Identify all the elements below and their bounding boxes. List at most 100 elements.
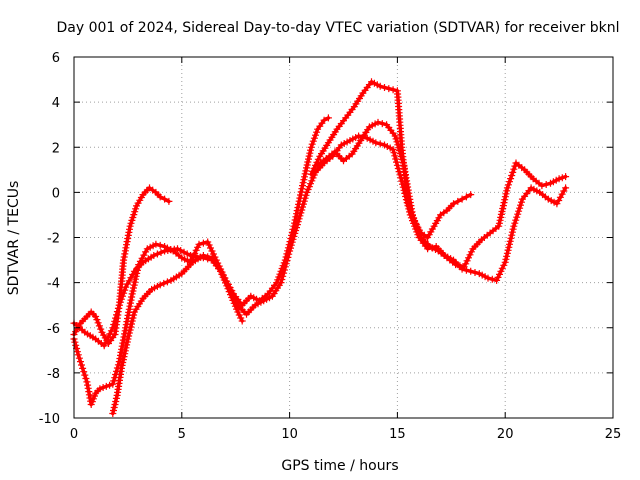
data-point-marker (92, 313, 100, 320)
data-point-marker (538, 182, 546, 190)
data-point-marker (503, 184, 511, 192)
sample-marker (398, 155, 406, 163)
x-axis-title: GPS time / hours (281, 458, 398, 474)
data-point-marker (385, 85, 393, 93)
data-point-marker (450, 200, 457, 208)
sample-marker (130, 311, 138, 319)
sample-marker (113, 308, 121, 316)
y-tick-label: 2 (52, 141, 60, 156)
sample-marker (314, 155, 322, 163)
data-point-marker (389, 146, 397, 153)
sample-marker (112, 398, 120, 405)
sample-marker (121, 347, 129, 355)
data-point-marker (102, 382, 110, 390)
sample-marker (515, 207, 523, 215)
sample-marker (508, 231, 516, 239)
sample-marker (312, 131, 319, 139)
sample-marker (488, 275, 496, 283)
sample-marker (517, 201, 524, 209)
sample-marker (180, 248, 188, 256)
sample-marker (163, 278, 171, 286)
sample-marker (513, 213, 521, 221)
sample-marker (107, 327, 115, 335)
series-layer (70, 78, 570, 417)
data-point-marker (484, 274, 492, 282)
sample-marker (393, 138, 401, 146)
sample-marker (306, 149, 314, 157)
sample-marker (279, 272, 287, 280)
data-point-marker (320, 116, 328, 124)
sample-marker (75, 354, 83, 362)
sample-marker (284, 253, 292, 261)
sample-marker (140, 251, 148, 259)
sample-marker (129, 314, 137, 322)
sample-marker (160, 279, 168, 287)
series-line (72, 116, 331, 407)
data-point-marker (562, 184, 570, 192)
data-point-marker (501, 258, 509, 266)
x-tick-label: 10 (281, 427, 298, 442)
sample-marker (111, 317, 119, 325)
sample-marker (280, 269, 288, 277)
data-point-marker (493, 276, 501, 284)
sample-marker (112, 314, 120, 322)
sample-marker (309, 137, 317, 145)
sample-marker (103, 336, 111, 344)
sample-marker (77, 358, 84, 366)
sample-marker (497, 213, 505, 221)
sample-marker (293, 224, 300, 232)
sample-marker (120, 253, 128, 261)
grid-layer (74, 57, 613, 418)
y-axis-title: SDTVAR / TECUs (6, 181, 22, 296)
sample-marker (502, 255, 510, 263)
data-point-marker (74, 351, 82, 359)
data-point-marker (307, 170, 315, 178)
sample-marker (504, 181, 512, 189)
data-point-marker (117, 364, 125, 372)
sample-marker (498, 208, 506, 215)
sample-marker (102, 339, 110, 347)
sample-marker (128, 320, 135, 328)
sample-marker (127, 274, 135, 282)
x-tick-label: 25 (605, 427, 622, 442)
data-point-marker (150, 252, 158, 259)
sample-marker (465, 254, 472, 262)
sample-marker (309, 167, 317, 175)
sample-marker (112, 394, 120, 402)
sample-marker (235, 311, 243, 319)
sample-marker (463, 257, 471, 265)
data-point-marker (109, 324, 117, 332)
sample-marker (310, 164, 318, 172)
sample-marker (378, 120, 386, 128)
sample-marker (207, 244, 214, 252)
sample-marker (111, 401, 119, 408)
sample-marker (556, 193, 564, 201)
sample-marker (497, 267, 505, 275)
sample-marker (120, 289, 128, 297)
sample-marker (511, 162, 519, 170)
sample-marker (81, 371, 89, 379)
data-point-marker (100, 342, 108, 350)
x-tick-label: 15 (389, 427, 406, 442)
data-point-marker (452, 261, 460, 269)
chart-title: Day 001 of 2024, Sidereal Day-to-day VTE… (57, 20, 620, 36)
sample-marker (124, 235, 132, 242)
data-point-marker (174, 245, 181, 253)
data-point-marker (199, 252, 207, 259)
sample-marker (157, 249, 165, 256)
sample-marker (110, 321, 118, 328)
sample-marker (121, 286, 129, 294)
series-line (309, 80, 473, 240)
sample-marker (124, 280, 131, 288)
sample-marker (376, 140, 384, 148)
sample-marker (391, 152, 399, 160)
sample-marker (287, 241, 295, 249)
sample-marker (205, 241, 213, 249)
sample-marker (127, 323, 135, 331)
sample-marker (177, 247, 185, 254)
data-point-marker (115, 301, 123, 309)
data-point-marker (555, 175, 563, 183)
sample-marker (80, 368, 88, 376)
data-point-marker (225, 288, 233, 296)
sample-marker (72, 341, 80, 349)
